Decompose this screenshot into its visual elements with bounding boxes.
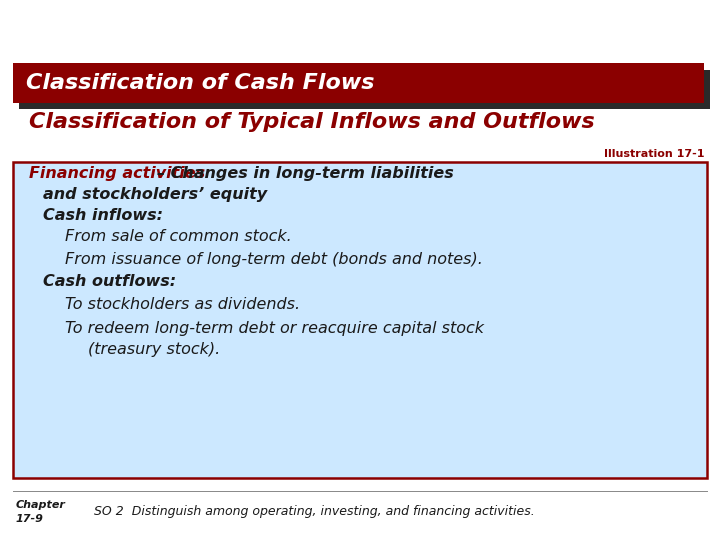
Text: From issuance of long-term debt (bonds and notes).: From issuance of long-term debt (bonds a… <box>65 252 482 267</box>
Text: Financing activities: Financing activities <box>29 166 205 181</box>
FancyBboxPatch shape <box>13 162 707 478</box>
Text: – Changes in long-term liabilities: – Changes in long-term liabilities <box>157 166 454 181</box>
Text: To redeem long-term debt or reacquire capital stock: To redeem long-term debt or reacquire ca… <box>65 321 484 336</box>
Text: Cash inflows:: Cash inflows: <box>43 208 163 224</box>
Text: Illustration 17-1: Illustration 17-1 <box>603 149 704 159</box>
FancyBboxPatch shape <box>13 63 704 103</box>
FancyBboxPatch shape <box>19 70 710 109</box>
Text: (treasury stock).: (treasury stock). <box>88 342 220 357</box>
Text: SO 2  Distinguish among operating, investing, and financing activities.: SO 2 Distinguish among operating, invest… <box>94 505 534 518</box>
Text: To stockholders as dividends.: To stockholders as dividends. <box>65 297 300 312</box>
Text: Chapter: Chapter <box>16 500 66 510</box>
Text: Cash outflows:: Cash outflows: <box>43 274 176 289</box>
Text: and stockholders’ equity: and stockholders’ equity <box>43 187 267 202</box>
Text: Classification of Typical Inflows and Outflows: Classification of Typical Inflows and Ou… <box>29 111 595 132</box>
Text: Classification of Cash Flows: Classification of Cash Flows <box>26 73 374 93</box>
Text: From sale of common stock.: From sale of common stock. <box>65 229 292 244</box>
Text: 17-9: 17-9 <box>16 515 44 524</box>
